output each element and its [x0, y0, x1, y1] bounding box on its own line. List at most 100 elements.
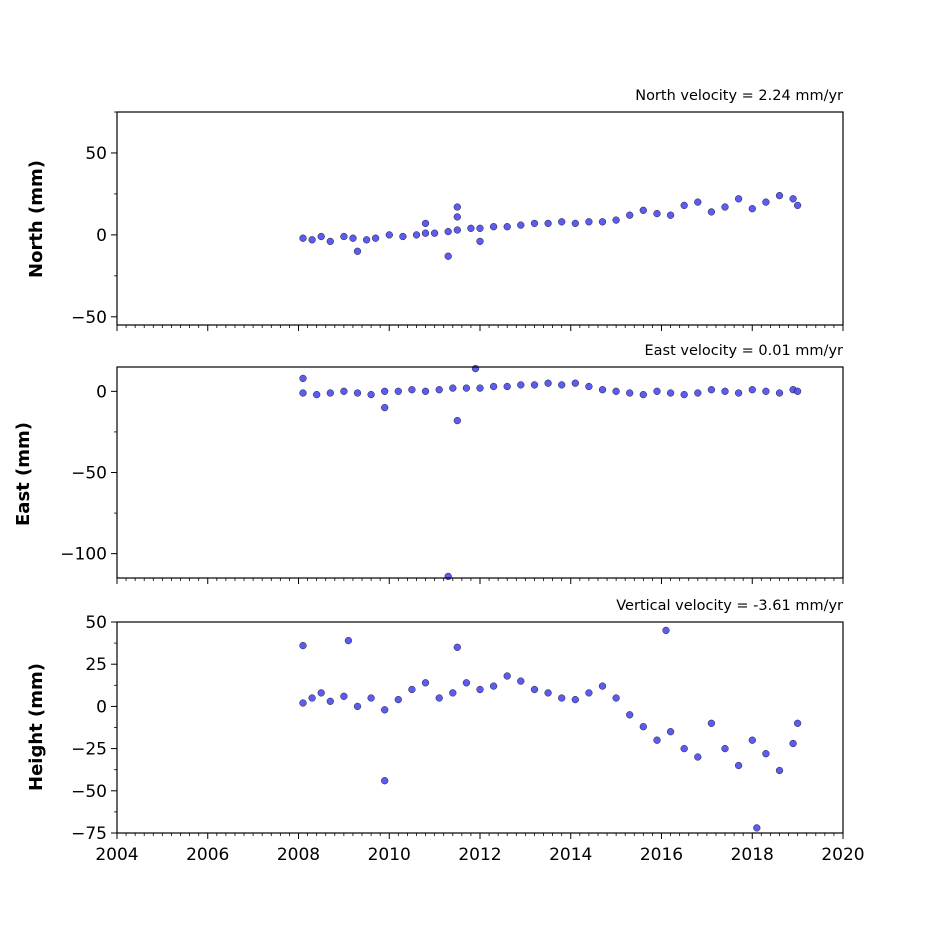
data-point: [598, 386, 607, 394]
data-point: [530, 685, 539, 694]
data-point: [662, 626, 670, 635]
data-point: [340, 692, 348, 700]
data-point: [308, 236, 316, 244]
east-plot-frame: [116, 366, 844, 579]
data-point: [666, 728, 675, 736]
data-point: [490, 682, 498, 690]
data-point: [707, 386, 716, 394]
data-point: [476, 237, 484, 246]
data-point: [326, 389, 334, 397]
data-point: [453, 213, 461, 221]
data-point: [517, 381, 525, 389]
data-point: [585, 218, 593, 226]
data-point: [431, 229, 439, 237]
y-tick-label: 25: [85, 655, 107, 675]
data-point: [453, 643, 461, 651]
data-point: [762, 750, 770, 758]
data-point: [317, 232, 325, 241]
data-point: [340, 387, 348, 395]
data-point: [626, 389, 634, 397]
data-point: [412, 231, 421, 239]
y-tick-label: −25: [71, 740, 107, 760]
east-points: [299, 365, 802, 581]
data-point: [558, 381, 566, 389]
data-point: [748, 386, 756, 394]
data-point: [394, 695, 402, 704]
north-ylabel: North (mm): [26, 160, 47, 278]
data-point: [639, 391, 647, 399]
data-point: [694, 389, 702, 397]
panel-east: East velocity = 0.01 mm/yr East (mm) 0 −5…: [13, 343, 844, 584]
height-title: Vertical velocity = -3.61 mm/yr: [616, 598, 843, 614]
data-point: [421, 229, 430, 237]
data-point: [408, 685, 416, 694]
data-point: [666, 389, 675, 397]
data-point: [381, 387, 389, 395]
data-point: [317, 689, 325, 697]
y-tick-label: −75: [71, 824, 107, 844]
x-tick-label: 2020: [821, 845, 864, 865]
data-point: [381, 777, 389, 785]
height-plot-frame: [116, 621, 844, 834]
data-point: [558, 218, 566, 226]
data-point: [471, 365, 480, 373]
data-point: [585, 382, 593, 391]
data-point: [789, 739, 797, 748]
x-tick-label: 2012: [458, 845, 501, 865]
data-point: [353, 247, 362, 255]
data-point: [435, 386, 443, 394]
x-tick-label: 2006: [186, 845, 229, 865]
data-point: [653, 736, 661, 744]
data-point: [399, 232, 407, 241]
data-point: [503, 672, 511, 680]
data-point: [353, 389, 362, 397]
data-point: [421, 219, 430, 228]
data-point: [503, 223, 511, 231]
data-point: [639, 723, 647, 731]
data-point: [476, 685, 484, 694]
data-point: [626, 211, 634, 219]
data-point: [299, 699, 307, 707]
data-point: [503, 382, 511, 391]
data-point: [449, 689, 457, 697]
data-point: [680, 391, 688, 399]
panel-north: North velocity = 2.24 mm/yr North (mm) 5…: [26, 88, 844, 331]
x-tick-label: 2010: [368, 845, 411, 865]
data-point: [444, 252, 452, 260]
data-point: [666, 211, 675, 219]
data-point: [571, 695, 579, 704]
data-point: [435, 694, 443, 702]
data-point: [612, 216, 620, 224]
data-point: [707, 208, 716, 216]
data-point: [326, 697, 334, 705]
data-point: [793, 719, 802, 727]
data-point: [421, 387, 430, 395]
data-point: [453, 226, 461, 234]
data-point: [793, 201, 802, 210]
data-point: [490, 223, 498, 231]
data-point: [612, 694, 620, 702]
x-tick-label: 2014: [549, 845, 592, 865]
data-point: [680, 201, 688, 210]
data-point: [453, 203, 461, 211]
data-point: [721, 387, 729, 395]
height-ylabel: Height (mm): [26, 663, 47, 791]
data-point: [639, 206, 647, 214]
data-point: [394, 387, 402, 395]
data-point: [326, 237, 334, 246]
data-point: [734, 761, 743, 770]
data-point: [694, 753, 702, 761]
data-point: [517, 677, 525, 685]
data-point: [775, 766, 784, 775]
data-point: [299, 641, 307, 650]
x-tick-label: 2018: [731, 845, 774, 865]
data-point: [340, 232, 348, 241]
data-point: [421, 679, 430, 687]
east-title: East velocity = 0.01 mm/yr: [644, 343, 843, 359]
x-tick-label: 2004: [95, 845, 138, 865]
data-point: [444, 572, 452, 581]
data-point: [734, 389, 743, 397]
data-point: [598, 682, 607, 690]
data-point: [721, 203, 729, 211]
data-point: [789, 195, 797, 203]
